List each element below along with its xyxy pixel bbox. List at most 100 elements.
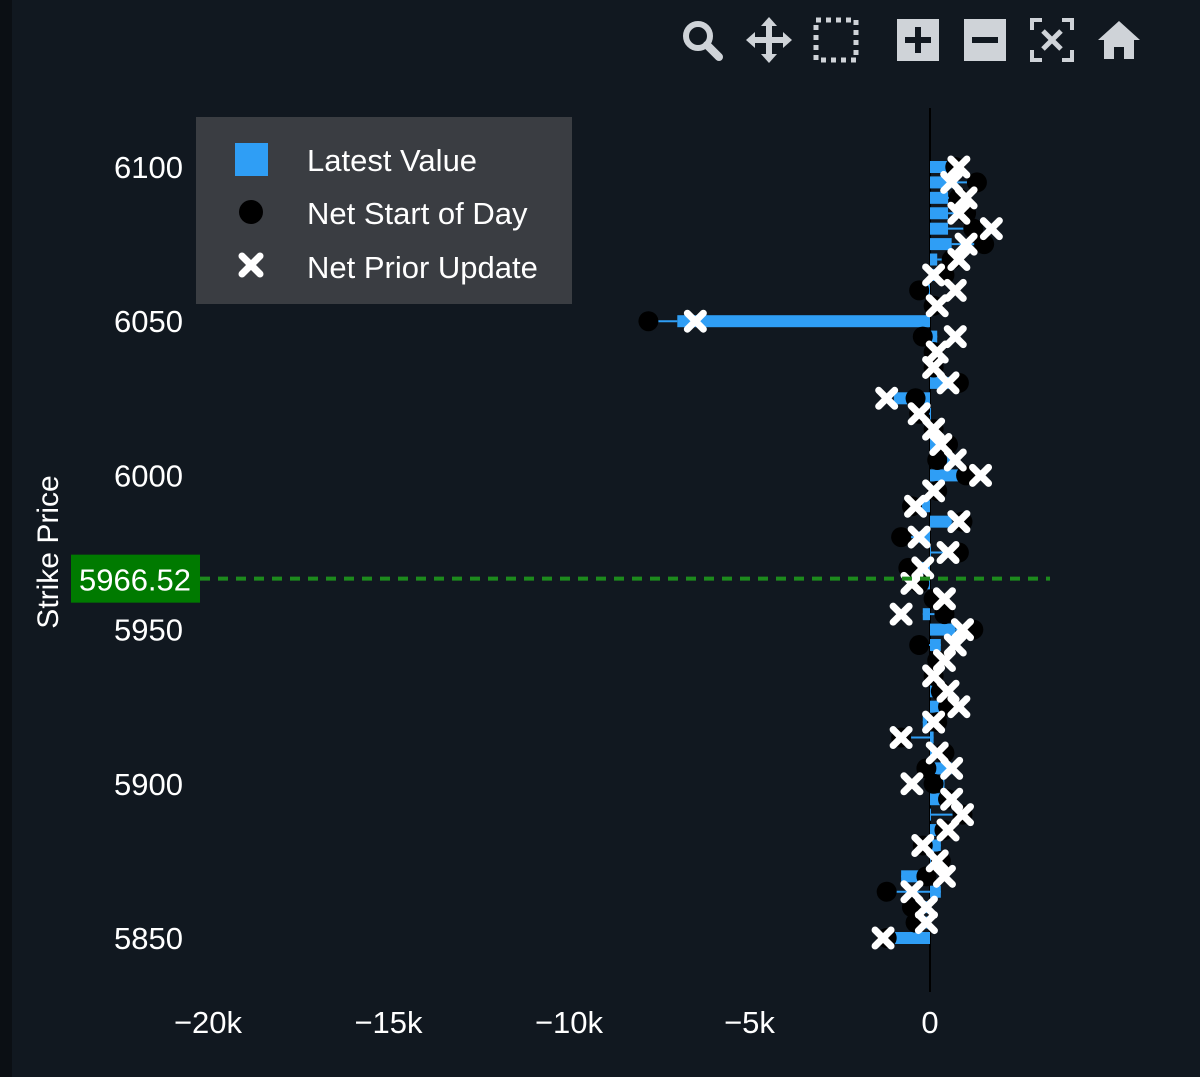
net-prior-update-point bbox=[922, 710, 946, 734]
net-prior-update-point bbox=[925, 294, 949, 318]
x-marker-stroke bbox=[922, 417, 946, 441]
net-start-of-day-point bbox=[638, 311, 659, 332]
x-marker-stroke bbox=[907, 525, 931, 549]
net-prior-update-point bbox=[947, 155, 971, 179]
chart-toolbar bbox=[676, 14, 1160, 66]
x-marker-stroke bbox=[932, 864, 956, 888]
zoom-out-icon[interactable] bbox=[959, 14, 1011, 66]
x-marker-stroke bbox=[922, 710, 946, 734]
x-tick-label: −15k bbox=[354, 1005, 423, 1040]
net-prior-update-point bbox=[922, 479, 946, 503]
x-marker-stroke bbox=[914, 895, 938, 919]
x-marker-stroke bbox=[932, 587, 956, 611]
latest-value-bar bbox=[930, 191, 949, 204]
net-prior-update-point bbox=[943, 633, 967, 657]
autoscale-icon[interactable] bbox=[1026, 14, 1078, 66]
x-marker-stroke bbox=[940, 787, 964, 811]
zoom-in-icon[interactable] bbox=[892, 14, 944, 66]
latest-value-bar bbox=[930, 253, 938, 266]
latest-value-bar bbox=[930, 438, 941, 451]
x-marker-stroke bbox=[911, 556, 935, 580]
net-start-of-day-point bbox=[876, 881, 897, 902]
x-marker-stroke bbox=[954, 186, 978, 210]
x-marker-stroke bbox=[950, 803, 974, 827]
net-prior-update-point bbox=[943, 278, 967, 302]
legend-circle-icon bbox=[239, 200, 263, 224]
net-prior-update-point bbox=[932, 587, 956, 611]
net-prior-update-point bbox=[889, 602, 913, 626]
legend-net-start-of-day: Net Start of Day bbox=[307, 196, 528, 231]
net-prior-update-point bbox=[932, 864, 956, 888]
x-marker-stroke bbox=[911, 833, 935, 857]
legend-x-icon bbox=[238, 252, 264, 278]
net-prior-update-point bbox=[925, 741, 949, 765]
x-marker-stroke bbox=[947, 201, 971, 225]
box-select-icon[interactable] bbox=[810, 14, 862, 66]
x-marker-stroke bbox=[943, 278, 967, 302]
net-prior-update-point bbox=[911, 556, 935, 580]
x-marker-stroke bbox=[936, 371, 960, 395]
x-marker-stroke bbox=[875, 386, 899, 410]
latest-value-bar bbox=[919, 500, 930, 513]
net-prior-update-point bbox=[904, 494, 928, 518]
latest-value-bar bbox=[893, 932, 930, 944]
net-prior-update-point bbox=[889, 726, 913, 750]
net-prior-update-point bbox=[907, 402, 931, 426]
x-marker-stroke bbox=[947, 155, 971, 179]
latest-value-bar bbox=[930, 824, 938, 837]
y-tick-label: 6050 bbox=[114, 304, 183, 339]
x-marker-stroke bbox=[929, 433, 953, 457]
x-marker-stroke bbox=[936, 679, 960, 703]
latest-value-bar bbox=[930, 407, 931, 420]
y-tick-label: 5900 bbox=[114, 767, 183, 802]
net-prior-update-point bbox=[979, 217, 1003, 241]
pan-icon[interactable] bbox=[743, 14, 795, 66]
latest-value-bar bbox=[930, 515, 952, 528]
net-prior-update-point bbox=[683, 309, 707, 333]
x-tick-label: −5k bbox=[724, 1005, 775, 1040]
latest-value-bar bbox=[930, 222, 949, 235]
zoom-icon[interactable] bbox=[676, 14, 728, 66]
net-prior-update-point bbox=[900, 880, 924, 904]
net-prior-update-point bbox=[911, 833, 935, 857]
latest-value-bar bbox=[677, 315, 930, 328]
x-marker-stroke bbox=[950, 618, 974, 642]
x-marker-stroke bbox=[889, 602, 913, 626]
latest-value-bar bbox=[930, 207, 949, 220]
spot-price-label-bg bbox=[71, 554, 200, 603]
legend-square-icon bbox=[235, 143, 268, 176]
x-marker-stroke bbox=[947, 695, 971, 719]
net-prior-update-point bbox=[871, 926, 895, 950]
x-marker-stroke bbox=[922, 355, 946, 379]
x-tick-label: 0 bbox=[921, 1005, 938, 1040]
y-tick-label: 5850 bbox=[114, 921, 183, 956]
x-marker-stroke bbox=[922, 263, 946, 287]
net-prior-update-point bbox=[947, 201, 971, 225]
latest-value-bar bbox=[919, 531, 930, 544]
x-marker-stroke bbox=[936, 541, 960, 564]
x-marker-stroke bbox=[943, 325, 967, 349]
net-start-of-day-point bbox=[891, 527, 912, 548]
x-marker-stroke bbox=[943, 448, 967, 472]
x-tick-label: −10k bbox=[535, 1005, 604, 1040]
net-prior-update-point bbox=[875, 386, 899, 410]
legend-latest-value: Latest Value bbox=[307, 143, 477, 178]
x-marker-stroke bbox=[871, 926, 895, 950]
latest-value-bar bbox=[930, 161, 949, 173]
x-marker-stroke bbox=[979, 217, 1003, 241]
x-marker-stroke bbox=[907, 402, 931, 426]
y-tick-label: 5950 bbox=[114, 613, 183, 648]
net-start-of-day-point bbox=[974, 234, 995, 255]
x-marker-stroke bbox=[922, 479, 946, 503]
net-prior-update-point bbox=[940, 787, 964, 811]
x-marker-stroke bbox=[925, 741, 949, 765]
x-marker-stroke bbox=[947, 510, 971, 534]
latest-value-bar bbox=[930, 238, 952, 251]
reset-axes-icon[interactable] bbox=[1093, 14, 1145, 66]
net-start-of-day-point bbox=[923, 773, 944, 794]
net-start-of-day-point bbox=[909, 635, 930, 656]
x-tick-label: −20k bbox=[174, 1005, 243, 1040]
legend-net-prior-update: Net Prior Update bbox=[307, 250, 538, 285]
y-tick-label: 6100 bbox=[114, 150, 183, 185]
